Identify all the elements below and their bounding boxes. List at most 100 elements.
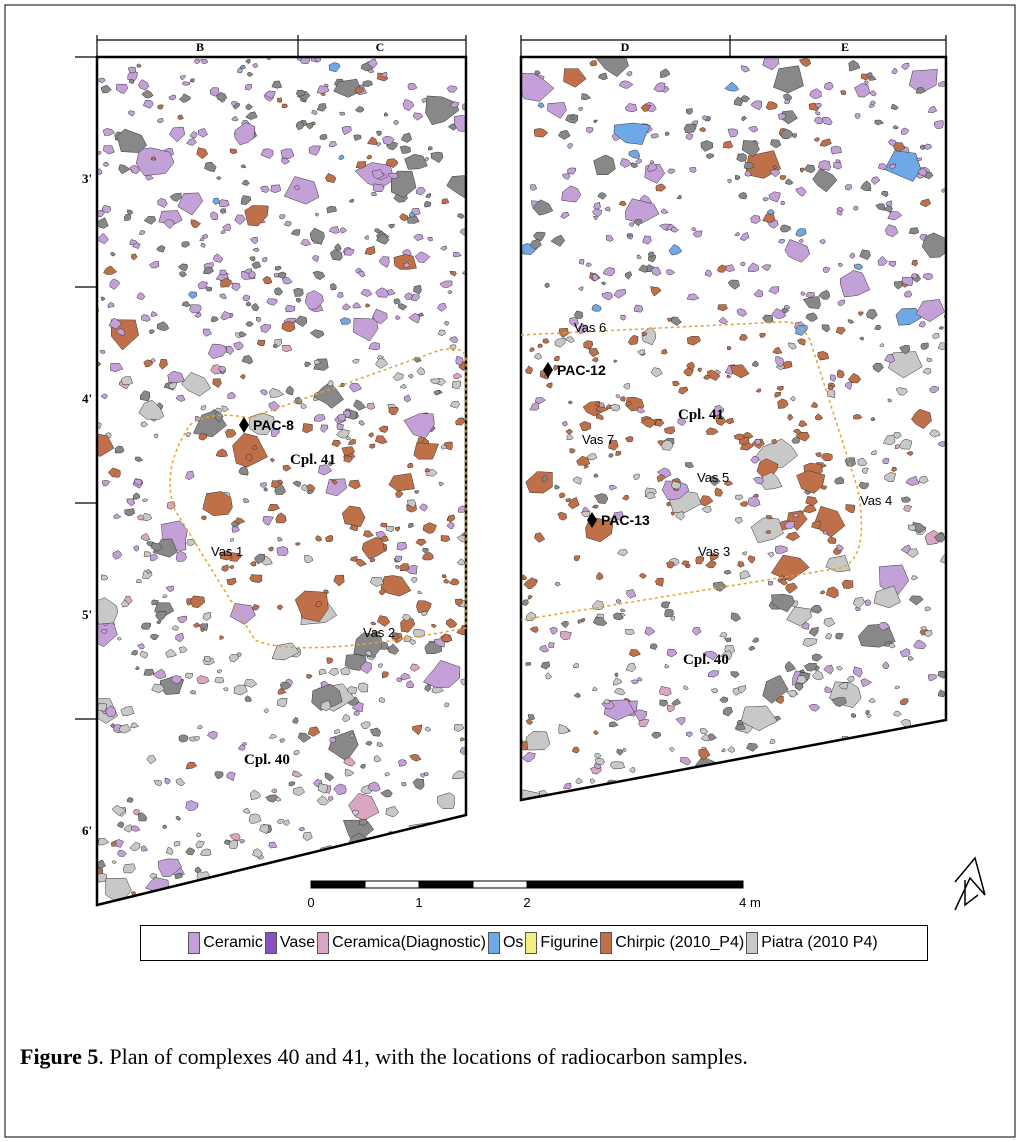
legend-label: Piatra (2010 P4): [761, 934, 878, 951]
find: [701, 506, 712, 514]
find: [745, 742, 759, 752]
find: [328, 226, 340, 234]
find: [585, 262, 592, 268]
find: [153, 433, 159, 439]
find: [852, 666, 863, 678]
find: [718, 316, 729, 325]
legend-label: Vase: [279, 934, 316, 951]
find: [245, 111, 258, 120]
find: [592, 208, 602, 217]
find: [775, 356, 784, 367]
find: [853, 263, 864, 270]
find: [367, 68, 375, 74]
find: [220, 310, 232, 321]
find: [565, 428, 573, 435]
find: [544, 803, 556, 812]
find: [534, 70, 541, 76]
find: [888, 261, 897, 268]
find: [595, 829, 609, 840]
find: [542, 338, 550, 344]
find: [593, 473, 599, 478]
find: [218, 199, 230, 208]
find: [773, 65, 804, 94]
find: [903, 290, 913, 298]
find: [97, 432, 115, 457]
find: [410, 294, 420, 302]
find: [734, 494, 744, 501]
find: [671, 480, 681, 490]
find: [430, 151, 444, 164]
find: [640, 104, 652, 112]
find: [371, 191, 378, 197]
find: [801, 779, 813, 789]
find: [403, 394, 412, 403]
find: [226, 771, 236, 782]
find: [739, 501, 748, 507]
find: [651, 267, 662, 276]
find: [279, 859, 290, 871]
find: [453, 724, 465, 732]
find: [334, 243, 342, 251]
find: [306, 484, 316, 492]
find: [767, 886, 778, 897]
find: [368, 872, 379, 882]
find: [368, 432, 375, 438]
find: [233, 341, 244, 351]
find: [548, 642, 555, 648]
find: [229, 833, 241, 841]
find: [249, 885, 261, 894]
find: [615, 451, 622, 456]
find: [179, 271, 187, 277]
find: [730, 364, 750, 379]
find: [253, 553, 266, 565]
find: [443, 578, 450, 584]
find: [661, 348, 668, 355]
find: [899, 698, 909, 706]
find: [613, 677, 623, 686]
find: [376, 742, 384, 748]
find: [569, 448, 576, 454]
find: [545, 672, 553, 680]
find: [376, 233, 390, 245]
find: [924, 629, 933, 638]
find: [906, 855, 915, 862]
find: [557, 511, 568, 521]
find: [222, 223, 232, 231]
find: [446, 175, 466, 201]
find: [908, 227, 920, 235]
find: [529, 347, 535, 352]
find: [362, 80, 374, 87]
find: [251, 302, 260, 312]
find: [747, 555, 756, 564]
find: [811, 520, 821, 530]
find: [767, 551, 775, 558]
find: [294, 542, 301, 546]
find: [529, 817, 538, 826]
find: [117, 821, 125, 829]
find: [320, 700, 332, 712]
find: [439, 851, 452, 861]
find: [223, 687, 229, 692]
find: [319, 134, 328, 140]
find: [739, 570, 751, 580]
find: [735, 516, 743, 525]
find: [776, 385, 784, 392]
find: [887, 211, 903, 221]
find: [823, 664, 834, 675]
find: [388, 407, 399, 416]
find: [364, 245, 376, 256]
find: [624, 401, 632, 406]
find: [815, 111, 821, 116]
find: [638, 264, 648, 273]
find: [710, 475, 721, 487]
find: [197, 281, 208, 290]
find: [422, 522, 437, 534]
find: [682, 685, 689, 691]
find: [348, 439, 356, 445]
trench-left: [95, 55, 468, 907]
find: [817, 160, 831, 171]
find: [267, 504, 280, 512]
find: [549, 626, 558, 635]
find: [302, 831, 313, 841]
find: [401, 858, 410, 865]
